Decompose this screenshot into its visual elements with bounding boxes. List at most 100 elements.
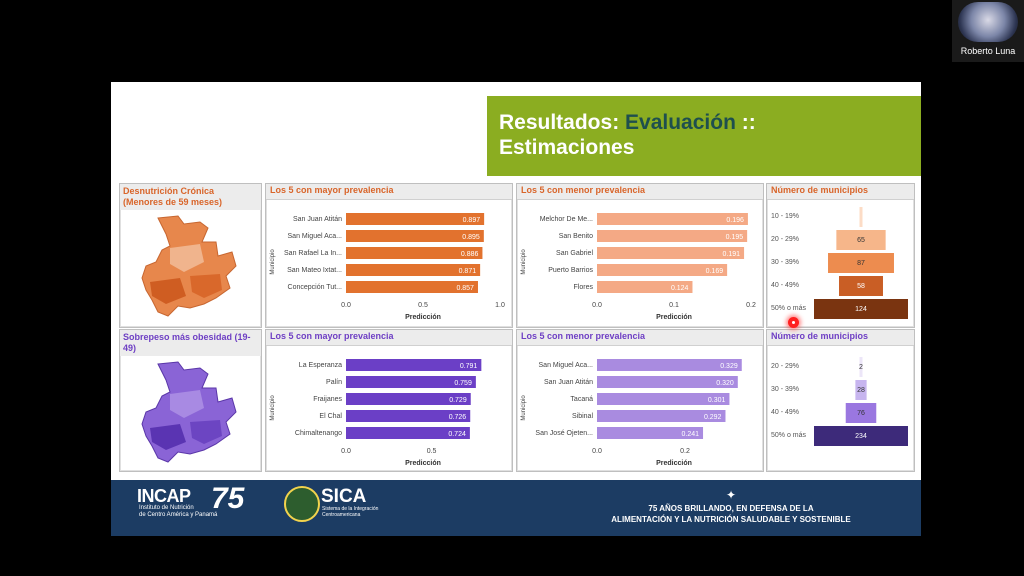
sparkle-icon: ✦: [725, 488, 737, 502]
bar-value-label: 0.726: [449, 414, 467, 421]
bar: [346, 247, 483, 259]
chart-panel-top5-sobrepeso: Los 5 con mayor prevalencia Municipio 0.0…: [265, 329, 513, 472]
incap-logo-text: INCAP: [137, 486, 191, 506]
bar-value-label: 0.196: [726, 217, 744, 224]
bar-value-label: 0.191: [723, 251, 741, 258]
incap-sub-line2: de Centro América y Panamá: [139, 512, 218, 518]
category-label: San Rafael La In...: [284, 250, 342, 257]
map-panel-desnutricion: Desnutrición Crónica (Menores de 59 mese…: [119, 183, 262, 328]
x-axis-label: Predicción: [405, 460, 441, 467]
panel-title: Número de municipios: [771, 331, 869, 341]
bar-chart-top5-desnutricion: Municipio 0.0 0.5 1.0 Predicción San Juan Ati…: [270, 213, 505, 321]
x-axis-label: Predicción: [656, 460, 692, 467]
category-label: San Juan Atitán: [293, 216, 342, 223]
x-tick-label: 0.0: [592, 448, 602, 455]
funnel-category-label: 30 - 39%: [771, 386, 799, 393]
funnel-value-label: 87: [857, 260, 865, 267]
category-label: Palín: [326, 379, 342, 386]
funnel-bar: [839, 276, 883, 296]
sica-logo-text: SICA: [321, 486, 367, 507]
y-axis-label: Municipio: [270, 249, 276, 275]
sica-sub-line1: Sistema de la Integración: [322, 506, 379, 512]
participant-avatar: [958, 2, 1018, 42]
bar: [346, 230, 484, 242]
slogan-line1: 75 AÑOS BRILLANDO, EN DEFENSA DE LA: [648, 504, 814, 513]
x-tick-label: 0.0: [341, 302, 351, 309]
funnel-bar: [836, 230, 886, 250]
sica-subtitle: Sistema de la Integración Centroamerican…: [322, 506, 378, 518]
bar-chart-bottom5-sobrepeso: Municipio 0.0 0.2 Predicción San Miguel Aca.…: [521, 359, 742, 467]
map-title: Sobrepeso más obesidad (19-49): [123, 332, 251, 353]
title-accent: Evaluación: [625, 111, 736, 134]
slogan-line2: ALIMENTACIÓN Y LA NUTRICIÓN SALUDABLE Y …: [611, 515, 851, 524]
funnel-category-label: 10 - 19%: [771, 213, 799, 220]
category-label: El Chal: [319, 413, 342, 420]
bar: [346, 359, 482, 371]
bar-value-label: 0.886: [461, 251, 479, 258]
bar: [597, 376, 738, 388]
y-axis-label: Municipio: [270, 395, 276, 421]
bar-value-label: 0.292: [704, 414, 722, 421]
bar: [597, 410, 726, 422]
bar: [597, 213, 748, 225]
bar-value-label: 0.241: [682, 431, 700, 438]
bar-value-label: 0.897: [463, 217, 481, 224]
category-label: San Benito: [559, 233, 593, 240]
map-title: Desnutrición Crónica (Menores de 59 mese…: [123, 186, 223, 207]
bar: [597, 281, 693, 293]
bar: [597, 230, 748, 242]
footer-slogan: 75 AÑOS BRILLANDO, EN DEFENSA DE LA ALIM…: [551, 503, 911, 525]
guatemala-map-purple: [141, 361, 237, 463]
x-tick-label: 0.5: [418, 302, 428, 309]
panel-header: Los 5 con mayor prevalencia: [266, 330, 512, 346]
sica-sub-line2: Centroamericana: [322, 512, 361, 518]
funnel-category-label: 20 - 29%: [771, 236, 799, 243]
bar-value-label: 0.124: [671, 285, 689, 292]
map-panel-sobrepeso: Sobrepeso más obesidad (19-49): [119, 329, 262, 472]
incap-75-logo: 75: [211, 482, 245, 515]
incap-subtitle: Instituto de Nutrición de Centro América…: [139, 505, 217, 519]
funnel-bar: [859, 207, 863, 227]
funnel-category-label: 40 - 49%: [771, 282, 799, 289]
x-axis-label: Predicción: [656, 314, 692, 321]
category-label: Chimaltenango: [295, 430, 342, 437]
funnel-value-label: 2: [859, 364, 863, 371]
bar: [597, 247, 745, 259]
funnel-panel-desnutricion: Número de municipios 10 - 19% 20 - 29% 65 3…: [766, 183, 915, 328]
category-label: Tacaná: [570, 396, 593, 403]
category-label: Sibinal: [572, 413, 593, 420]
panel-title: Los 5 con mayor prevalencia: [270, 331, 394, 341]
map-panel-header: [120, 184, 261, 210]
category-label: San Mateo Ixtat...: [287, 267, 342, 274]
y-axis-label: Municipio: [521, 395, 527, 421]
funnel-chart-sobrepeso: 20 - 29% 2 30 - 39% 28 40 - 49% 76 50% o más 23…: [771, 357, 908, 446]
participant-name: Roberto Luna: [960, 46, 1016, 56]
funnel-bar: [814, 299, 908, 319]
funnel-category-label: 50% o más: [771, 432, 807, 439]
bar-value-label: 0.329: [720, 363, 738, 370]
chart-panel-bottom5-sobrepeso: Los 5 con menor prevalencia Municipio 0.0…: [516, 329, 764, 472]
funnel-category-label: 40 - 49%: [771, 409, 799, 416]
bar: [597, 264, 728, 276]
category-label: Melchor De Me...: [540, 216, 593, 223]
bar-value-label: 0.195: [726, 234, 744, 241]
title-prefix: Resultados:: [499, 111, 626, 134]
panel-title: Los 5 con menor prevalencia: [521, 331, 646, 341]
panel-title: Número de municipios: [771, 185, 869, 195]
funnel-value-label: 28: [857, 387, 865, 394]
panel-header: Los 5 con menor prevalencia: [517, 184, 763, 200]
incap-sub-line1: Instituto de Nutrición: [139, 505, 194, 511]
category-label: San José Ojeten...: [535, 430, 593, 437]
panel-title: Los 5 con menor prevalencia: [521, 185, 646, 195]
laser-pointer-icon: [788, 317, 799, 328]
bar-chart-top5-sobrepeso: Municipio 0.0 0.5 Predicción La Esperanza 0.7…: [270, 359, 482, 467]
x-tick-label: 0.2: [746, 302, 756, 309]
category-label: San Gabriel: [556, 250, 593, 257]
title-line2: Estimaciones: [499, 136, 635, 159]
funnel-category-label: 50% o más: [771, 305, 807, 312]
panel-header: Número de municipios: [767, 330, 914, 346]
participant-video-tile[interactable]: Roberto Luna: [952, 0, 1024, 62]
title-band: Resultados: Evaluación :: Estimaciones: [487, 96, 921, 176]
category-label: Flores: [574, 284, 594, 291]
chart-panel-bottom5-desnutricion: Los 5 con menor prevalencia Municipio 0.0…: [516, 183, 764, 328]
